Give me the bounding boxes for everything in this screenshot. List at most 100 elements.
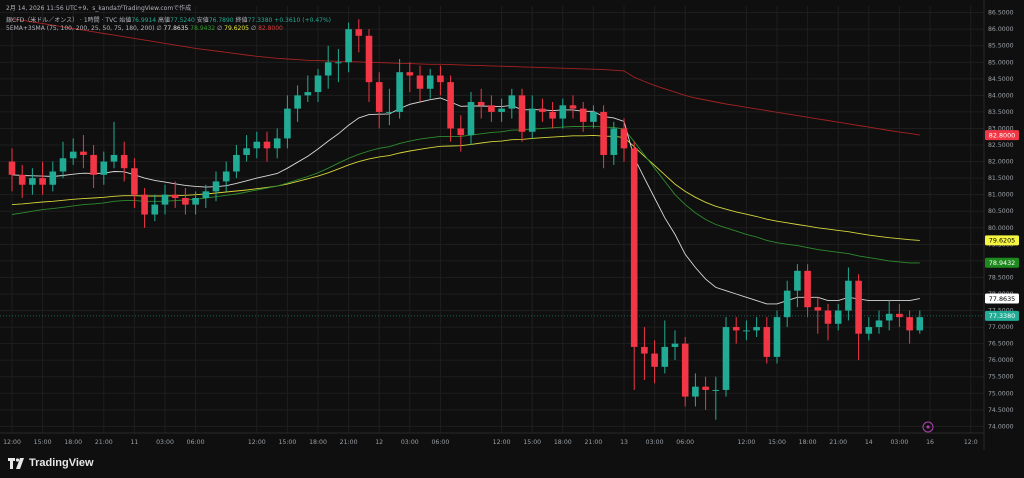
indicator-separator: ∅	[156, 25, 162, 32]
candle-up	[110, 154, 118, 162]
y-tick-label: 83.0000	[988, 125, 1014, 132]
high-value: 77.5240	[170, 17, 195, 24]
candle-up	[753, 327, 760, 331]
candle-down	[18, 174, 26, 185]
candle-down	[120, 154, 128, 169]
capture-caption: 2月 14, 2026 11:56 UTC+9、s_kandaがTradingV…	[6, 5, 192, 12]
x-tick-label: 13	[620, 439, 628, 446]
candle-up	[59, 158, 67, 172]
candle-up	[161, 194, 169, 205]
candle-down	[141, 194, 148, 215]
price-axis-label-box	[985, 257, 1019, 268]
candle-down	[365, 35, 373, 83]
x-tick-label: 21:00	[829, 439, 847, 446]
y-tick-label: 74.0000	[988, 423, 1014, 430]
candle-down	[8, 161, 16, 175]
candle-up	[467, 101, 475, 136]
price-axis-label: 77.3380	[989, 312, 1015, 320]
x-tick-label: 12	[375, 439, 383, 446]
price-axis-label-box	[985, 235, 1019, 246]
low-label: 安値	[196, 17, 209, 24]
candle-down	[355, 29, 363, 36]
x-tick-label: 15:00	[34, 439, 52, 446]
candle-up	[386, 111, 393, 113]
y-tick-label: 85.5000	[988, 43, 1014, 50]
indicator-value-yellow: 79.6205	[224, 25, 249, 32]
low-value: 76.7890	[208, 17, 234, 24]
candle-down	[263, 141, 271, 149]
x-tick-label: 14	[865, 439, 873, 446]
open-label: 始値	[119, 17, 132, 24]
x-tick-label: 06:00	[676, 439, 694, 446]
candle-up	[426, 75, 434, 89]
candle-up	[590, 111, 597, 122]
candle-up	[202, 191, 210, 198]
candle-up	[712, 389, 720, 391]
candle-up	[743, 330, 750, 332]
candle-down	[80, 151, 87, 155]
indicator-name[interactable]: 5EMA+3SMA (75, 100, 200, 25, 50, 75, 180…	[6, 25, 155, 32]
event-marker-icon	[922, 421, 934, 433]
price-axis-label: 82.8000	[989, 131, 1015, 139]
candle-up	[692, 386, 699, 397]
x-tick-label: 03:00	[646, 439, 664, 446]
candle-up	[845, 280, 852, 311]
candle-up	[49, 171, 57, 185]
tradingview-logo[interactable]: TradingView	[8, 457, 94, 469]
high-label: 高値	[158, 17, 171, 24]
price-axis-label: 77.8635	[989, 295, 1015, 303]
candle-up	[865, 327, 873, 334]
candle-up	[396, 72, 403, 112]
price-chart[interactable]: 74.0000 74.5000 75.0000 75.5000 76.0000 76.50…	[0, 0, 1024, 450]
candle-up	[324, 62, 332, 76]
x-tick-label: 12:0	[964, 439, 978, 446]
candle-up	[69, 151, 77, 159]
candle-down	[488, 105, 495, 112]
y-tick-label: 77.0000	[988, 324, 1014, 331]
y-tick-label: 76.5000	[988, 341, 1014, 348]
price-axis-label-box	[985, 130, 1019, 141]
candle-up	[773, 317, 781, 357]
price-axis-label-box	[985, 310, 1019, 321]
candle-down	[39, 178, 46, 185]
x-tick-label: 18:00	[799, 439, 817, 446]
indicator-value-ema: 77.8635	[163, 25, 189, 32]
candle-up	[192, 197, 199, 205]
candle-down	[896, 313, 903, 318]
candle-down	[600, 111, 607, 155]
symbol-label[interactable]: 銀CFD（米ドル／オンス） · 1時間 · TVC	[6, 17, 118, 24]
indicator-legend: 5EMA+3SMA (75, 100, 200, 25, 50, 75, 180…	[6, 25, 283, 32]
candle-up	[29, 178, 36, 185]
candle-down	[406, 72, 414, 76]
indicator-value-red: 82.8000	[258, 25, 283, 32]
candle-down	[416, 75, 424, 89]
candle-up	[559, 105, 567, 119]
price-axis-label-box	[985, 293, 1019, 304]
close-label: 終値	[235, 17, 248, 24]
candle-down	[641, 346, 648, 354]
x-tick-label: 15:00	[768, 439, 786, 446]
x-tick-label: 21:00	[95, 439, 113, 446]
candle-up	[875, 320, 883, 328]
candle-up	[294, 95, 301, 109]
candle-down	[549, 111, 556, 119]
event-marker-dot	[926, 425, 930, 429]
candle-down	[457, 128, 465, 136]
change-value: +0.3610 (+0.47%)	[274, 17, 331, 24]
candle-up	[335, 62, 342, 64]
x-tick-label: 21:00	[340, 439, 358, 446]
x-tick-label: 15:00	[278, 439, 296, 446]
candle-down	[437, 75, 444, 83]
y-tick-label: 84.5000	[988, 76, 1014, 83]
candle-down	[732, 327, 740, 331]
x-tick-label: 18:00	[64, 439, 82, 446]
y-tick-label: 78.5000	[988, 274, 1014, 281]
sma-red-line	[11, 18, 920, 136]
y-tick-label: 84.0000	[988, 92, 1014, 99]
candle-up	[834, 310, 842, 324]
y-tick-label: 80.0000	[988, 225, 1014, 232]
x-tick-label: 06:00	[187, 439, 205, 446]
candle-down	[182, 197, 189, 205]
tradingview-logo-icon	[8, 457, 24, 469]
ema-white-line	[11, 97, 920, 305]
